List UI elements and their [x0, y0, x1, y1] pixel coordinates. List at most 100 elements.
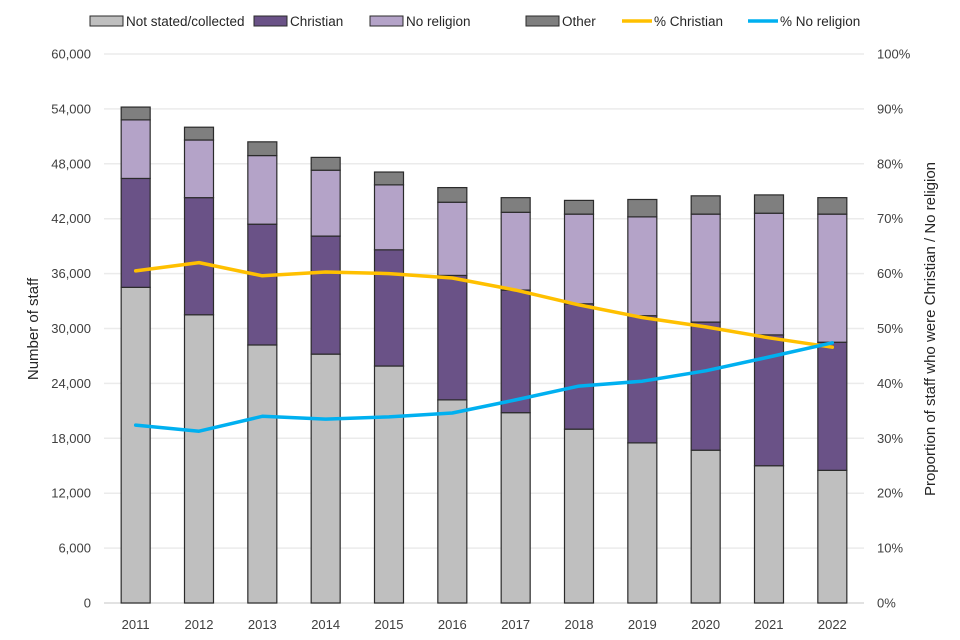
bar-segment-other	[247, 141, 278, 157]
line--no-religion	[133, 341, 835, 433]
y-axis-right: 0% 10% 20% 30% 40% 50% 60% 70% 80% 90% 100%	[877, 47, 911, 611]
bar-segment-other	[753, 194, 785, 214]
legend-label: No religion	[406, 14, 471, 29]
bar-segment-not-stated-collected	[373, 365, 405, 604]
bar-segment-christian	[563, 303, 595, 430]
legend-item: Christian	[253, 14, 343, 29]
y2-tick-label: 40%	[877, 376, 903, 391]
y-tick-label: 30,000	[51, 321, 91, 336]
legend-item: % Christian	[622, 14, 723, 29]
legend-swatch	[525, 15, 560, 27]
x-tick-label: 2020	[691, 617, 720, 632]
bar-segment-christian	[437, 274, 468, 401]
bar-segment-not-stated-collected	[753, 465, 785, 604]
legend-swatch	[253, 15, 288, 27]
legend-item: Not stated/collected	[89, 14, 245, 29]
x-tick-label: 2022	[818, 617, 847, 632]
bar-segment-other	[690, 195, 721, 215]
bar-segment-no-religion	[690, 213, 721, 323]
y-tick-label: 60,000	[51, 47, 91, 62]
x-tick-label: 2015	[375, 617, 404, 632]
bar-segment-not-stated-collected	[183, 314, 215, 604]
y2-tick-label: 100%	[877, 47, 911, 62]
legend-item: Other	[525, 14, 596, 29]
x-tick-label: 2019	[628, 617, 657, 632]
bar-segment-other	[627, 198, 658, 218]
y-tick-label: 42,000	[51, 211, 91, 226]
x-tick-label: 2018	[565, 617, 594, 632]
bar-segment-christian	[247, 223, 278, 346]
bar-segment-no-religion	[437, 201, 468, 277]
bar-segment-no-religion	[753, 212, 785, 336]
bar-segment-christian	[817, 341, 848, 471]
y-tick-label: 54,000	[51, 101, 91, 116]
bar-segment-christian	[310, 235, 341, 355]
y-tick-label: 36,000	[51, 266, 91, 281]
bar-segment-no-religion	[247, 154, 278, 225]
bar-segment-christian	[690, 321, 721, 451]
x-tick-label: 2014	[311, 617, 340, 632]
x-tick-label: 2017	[501, 617, 530, 632]
legend-label: Other	[562, 14, 596, 29]
bar-segment-other	[437, 186, 468, 203]
bar-segment-no-religion	[500, 211, 531, 291]
lines	[133, 260, 835, 433]
bar-segment-not-stated-collected	[437, 399, 468, 604]
legend-swatch	[369, 15, 404, 27]
legend-swatch	[89, 15, 124, 27]
y-tick-label: 0	[84, 596, 91, 611]
bar-segment-not-stated-collected	[310, 353, 341, 604]
x-tick-label: 2013	[248, 617, 277, 632]
y-tick-label: 24,000	[51, 376, 91, 391]
bar-segment-not-stated-collected	[627, 442, 658, 604]
bar-segment-other	[817, 197, 848, 215]
bar-segment-other	[373, 171, 405, 186]
bar-segment-no-religion	[310, 169, 341, 237]
bar-segment-other	[183, 126, 215, 141]
legend-label: Not stated/collected	[126, 14, 245, 29]
y-tick-label: 18,000	[51, 431, 91, 446]
y2-tick-label: 50%	[877, 321, 903, 336]
bar-segment-other	[120, 106, 151, 121]
y2-tick-label: 0%	[877, 596, 896, 611]
bar-segment-not-stated-collected	[817, 469, 848, 604]
y-tick-label: 6,000	[58, 541, 91, 556]
y2-tick-label: 80%	[877, 156, 903, 171]
bar-segment-christian	[373, 249, 405, 367]
x-tick-label: 2021	[755, 617, 784, 632]
gridlines	[104, 53, 864, 604]
y2-tick-label: 20%	[877, 486, 903, 501]
x-tick-label: 2016	[438, 617, 467, 632]
bar-segment-no-religion	[817, 213, 848, 343]
bars	[120, 106, 848, 604]
legend-label: Christian	[290, 14, 343, 29]
bar-segment-no-religion	[563, 213, 595, 305]
legend-label: % No religion	[780, 14, 860, 29]
bar-segment-not-stated-collected	[690, 449, 721, 604]
line--christian	[133, 260, 835, 349]
y2-tick-label: 10%	[877, 541, 903, 556]
bar-segment-no-religion	[373, 184, 405, 251]
bar-segment-not-stated-collected	[500, 412, 531, 604]
y-tick-label: 12,000	[51, 486, 91, 501]
bar-segment-no-religion	[183, 139, 215, 199]
bar-segment-christian	[183, 197, 215, 316]
bar-segment-not-stated-collected	[247, 344, 278, 604]
x-axis: 2011 2012 2013 2014 2015 2016 2017 2018 2019 2020…	[122, 617, 847, 632]
y-tick-label: 48,000	[51, 156, 91, 171]
bar-segment-christian	[500, 289, 531, 414]
legend-label: % Christian	[654, 14, 723, 29]
bar-segment-no-religion	[627, 216, 658, 317]
bar-segment-no-religion	[120, 119, 151, 180]
y2-tick-label: 30%	[877, 431, 903, 446]
bar-segment-not-stated-collected	[563, 428, 595, 604]
y-axis-left: 0 6,000 12,000 18,000 24,000 30,000 36,000 42,0…	[51, 47, 91, 611]
legend-item: % No religion	[748, 14, 860, 29]
y-axis-title: Number of staff	[25, 277, 42, 380]
legend: Not stated/collected Christian No religion…	[89, 14, 860, 29]
bar-segment-other	[310, 156, 341, 171]
y2-tick-label: 70%	[877, 211, 903, 226]
legend-item: No religion	[369, 14, 471, 29]
x-tick-label: 2012	[185, 617, 214, 632]
